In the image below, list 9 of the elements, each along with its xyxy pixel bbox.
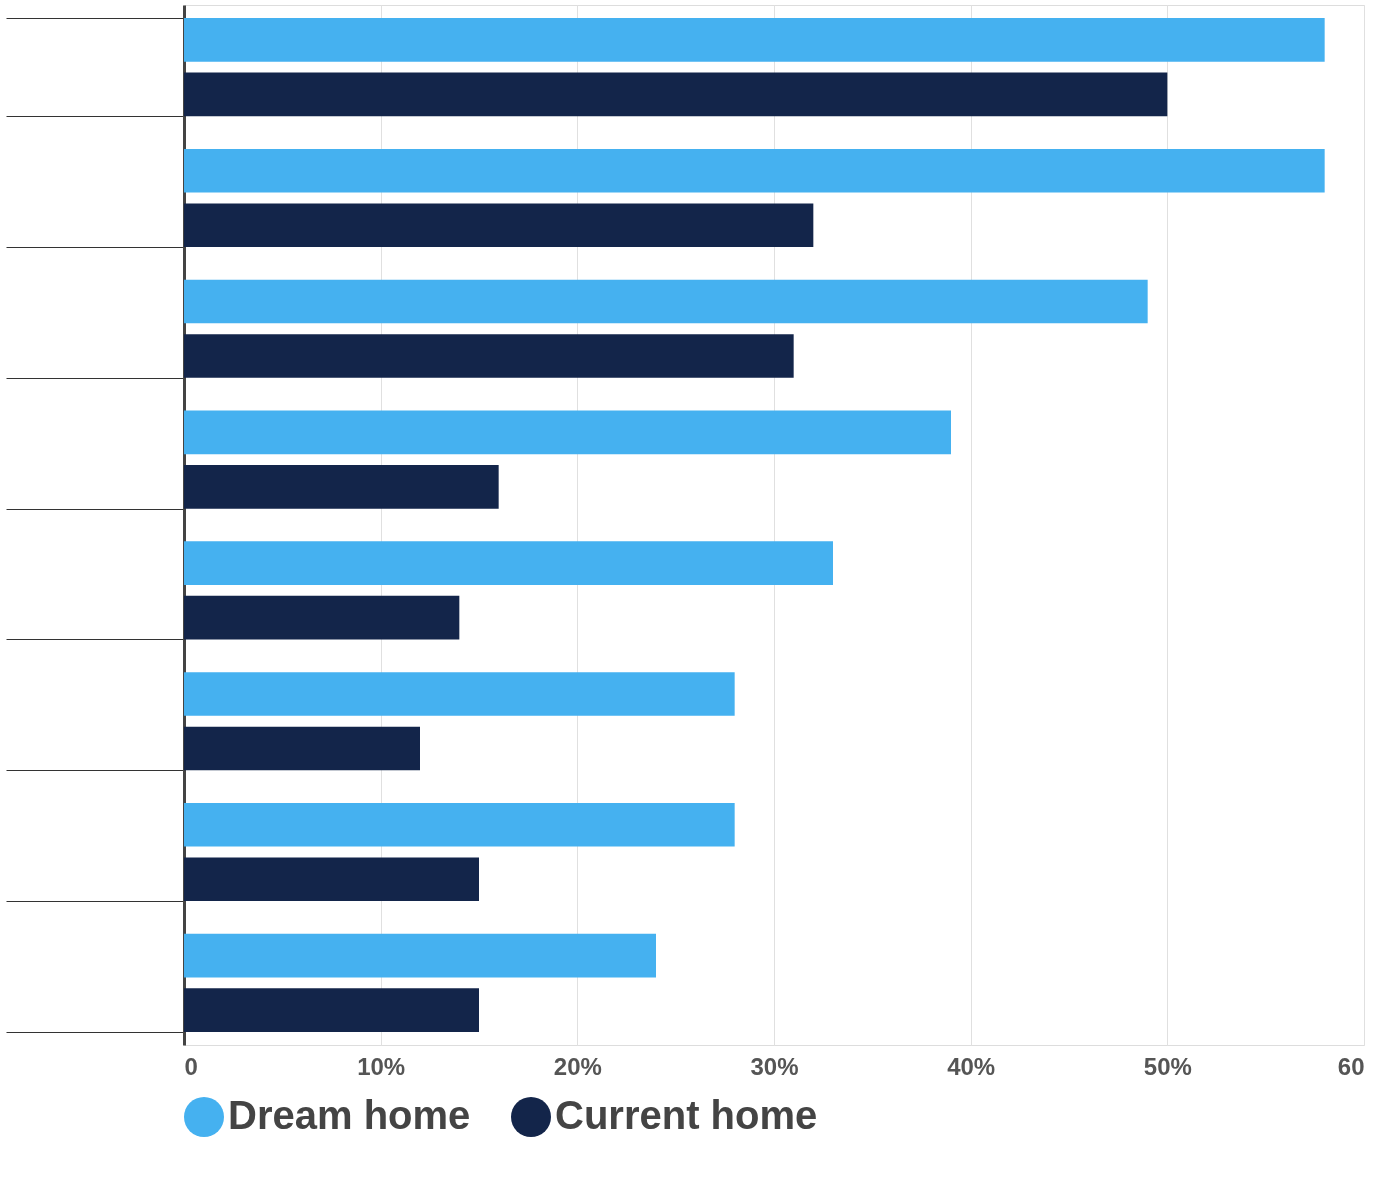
legend-label: Current home — [555, 1093, 818, 1137]
x-tick-label: 30% — [750, 1052, 799, 1080]
x-tick-label: 50% — [1143, 1052, 1192, 1080]
x-tick-label: 60 — [1337, 1052, 1365, 1080]
x-tick-label: 20% — [553, 1052, 602, 1080]
legend-label: Dream home — [228, 1093, 471, 1137]
x-tick-label: 40% — [947, 1052, 996, 1080]
x-tick-label: 10% — [357, 1052, 406, 1080]
x-tick-label: 0 — [184, 1052, 198, 1080]
